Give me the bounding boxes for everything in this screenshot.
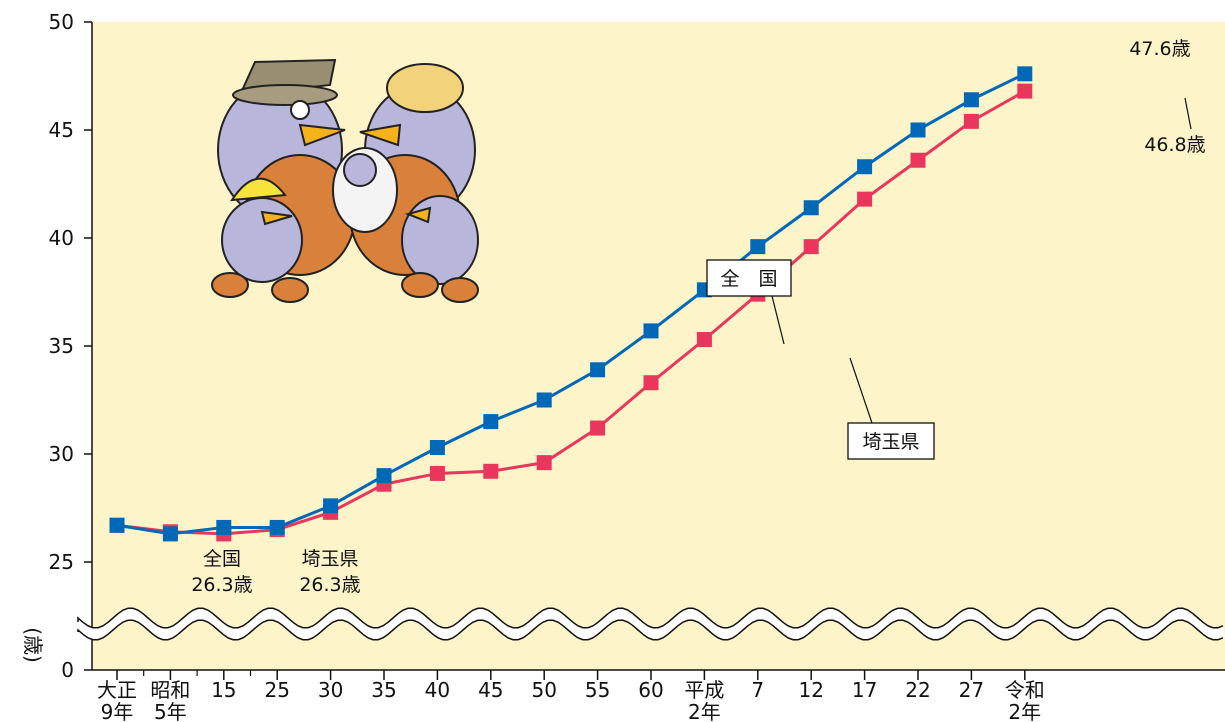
x-tick-label-line2: 5年 — [154, 700, 187, 722]
legend-saitama: 埼玉県 — [847, 357, 935, 460]
annotation-zenkoku-min-value: 26.3歳 — [191, 574, 252, 596]
legend-zenkoku-label: 全 国 — [720, 268, 777, 290]
data-point-saitama — [536, 455, 552, 471]
data-point-zenkoku — [803, 200, 819, 216]
annotation-saitama-end-leader — [1184, 97, 1192, 130]
axis-break-line-top — [77, 607, 1224, 629]
data-point-saitama — [963, 113, 979, 129]
x-tick-label: 大正 — [97, 678, 137, 702]
y-tick-label: 25 — [49, 550, 74, 574]
data-point-zenkoku — [323, 498, 339, 514]
y-tick-label: 50 — [49, 10, 74, 34]
x-tick-label: 60 — [638, 678, 663, 702]
data-point-zenkoku — [429, 440, 445, 456]
y-tick-label: 30 — [49, 442, 74, 466]
y-ticks: 0 25 30 35 40 45 50 — [49, 10, 92, 682]
x-tick-label-line2: 9年 — [101, 700, 134, 722]
x-tick-label: 45 — [478, 678, 503, 702]
data-point-zenkoku — [857, 159, 873, 175]
legend-zenkoku: 全 国 — [706, 259, 792, 345]
data-point-saitama — [803, 239, 819, 255]
axis-break-wave — [77, 607, 1225, 641]
data-point-zenkoku — [910, 122, 926, 138]
x-tick-label: 平成 — [684, 678, 724, 702]
series-line-saitama — [116, 89, 1026, 536]
data-point-saitama — [857, 191, 873, 207]
data-point-zenkoku — [963, 92, 979, 108]
x-tick-label: 22 — [905, 678, 930, 702]
annotation-zenkoku-min-name: 全国 — [203, 548, 241, 570]
data-point-zenkoku — [269, 519, 285, 535]
data-point-zenkoku — [1017, 66, 1033, 82]
x-tick-label-line2: 2年 — [688, 700, 721, 722]
y-tick-label: 40 — [49, 226, 74, 250]
data-point-zenkoku — [376, 468, 392, 484]
x-tick-label: 30 — [318, 678, 343, 702]
data-point-saitama — [910, 152, 926, 168]
data-point-zenkoku — [536, 392, 552, 408]
data-point-saitama — [696, 332, 712, 348]
y-axis-unit-label: (歳) — [21, 627, 45, 663]
data-point-zenkoku — [483, 414, 499, 430]
series-lines — [116, 72, 1026, 536]
data-point-zenkoku — [643, 323, 659, 339]
data-point-saitama — [483, 463, 499, 479]
y-tick-label: 45 — [49, 118, 74, 142]
annotation-saitama-end: 46.8歳 — [1144, 134, 1205, 156]
data-point-zenkoku — [590, 362, 606, 378]
x-tick-label: 7 — [751, 678, 764, 702]
axis-break-line-bottom — [77, 619, 1224, 641]
y-tick-label: 0 — [61, 658, 74, 682]
data-point-saitama — [643, 375, 659, 391]
x-tick-label: 昭和 — [150, 678, 190, 702]
x-tick-label: 55 — [585, 678, 610, 702]
x-tick-label: 令和 — [1005, 678, 1045, 702]
annotation-saitama-min-name: 埼玉県 — [301, 548, 358, 570]
x-tick-label: 25 — [264, 678, 289, 702]
data-point-zenkoku — [216, 519, 232, 535]
data-point-zenkoku — [109, 517, 125, 533]
annotation-zenkoku-end: 47.6歳 — [1129, 38, 1190, 60]
x-tick-label: 17 — [852, 678, 877, 702]
legend-saitama-label: 埼玉県 — [862, 431, 919, 453]
x-tick-label: 35 — [371, 678, 396, 702]
data-point-saitama — [429, 465, 445, 481]
data-point-zenkoku — [162, 526, 178, 542]
data-point-saitama — [1017, 83, 1033, 99]
x-tick-label: 15 — [211, 678, 236, 702]
data-point-zenkoku — [750, 239, 766, 255]
y-tick-label: 35 — [49, 334, 74, 358]
x-tick-label-line2: 2年 — [1008, 700, 1041, 722]
x-tick-label: 40 — [425, 678, 450, 702]
data-point-saitama — [590, 420, 606, 436]
x-tick-label: 12 — [798, 678, 823, 702]
x-tick-label: 50 — [531, 678, 556, 702]
series-line-zenkoku — [116, 72, 1026, 536]
axis-break-gap — [78, 608, 1225, 640]
annotation-saitama-min-value: 26.3歳 — [299, 574, 360, 596]
x-tick-label: 27 — [959, 678, 984, 702]
bird-family-illustration — [211, 58, 479, 303]
series-points — [109, 66, 1033, 542]
